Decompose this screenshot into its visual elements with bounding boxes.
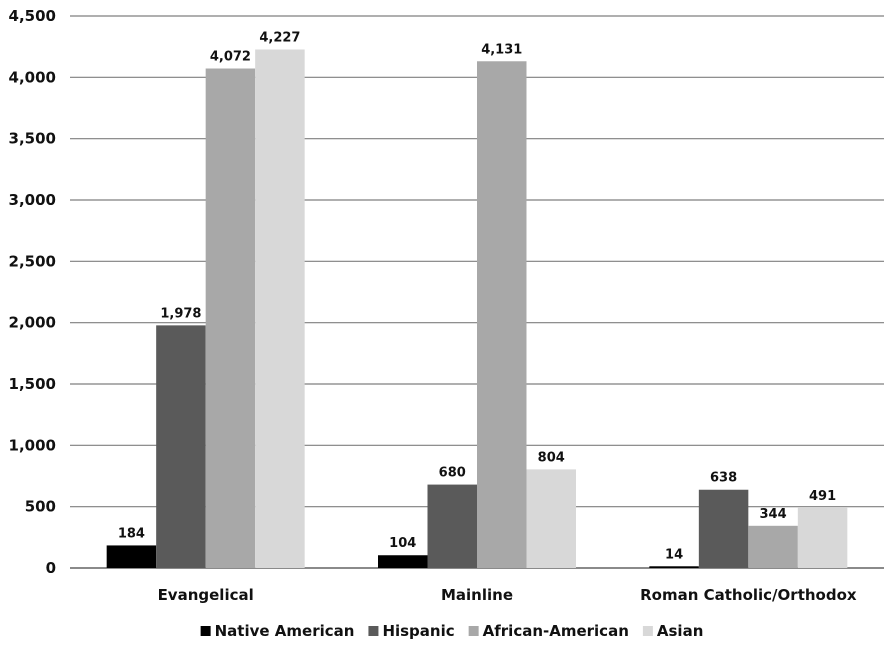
data-label: 638 [710,471,737,486]
legend-item-native-american: Native American [200,622,355,640]
y-tick-label: 2,000 [9,314,56,332]
legend-item-hispanic: Hispanic [368,622,455,640]
y-tick-label: 0 [46,559,56,577]
bar-native-american-roman-catholic-orthodox [649,566,699,568]
legend-swatch [200,626,211,636]
data-label: 1,978 [160,306,201,321]
data-label: 14 [665,547,683,562]
legend-item-african-american: African-American [468,622,629,640]
data-label: 4,072 [210,50,251,65]
data-label: 804 [538,450,565,465]
bar-asian-roman-catholic-orthodox [797,507,848,568]
x-axis: Evangelical Mainline Roman Catholic/Orthod… [158,586,857,604]
bar-native-american-mainline [378,555,428,568]
legend-item-asian: Asian [642,622,703,640]
x-tick-label: Mainline [441,586,513,604]
legend: Native American Hispanic African-American A… [200,622,703,640]
y-tick-label: 2,500 [9,252,56,270]
bar-asian-mainline [526,469,576,568]
legend-label: Asian [657,622,703,640]
data-label: 4,131 [481,42,522,57]
data-label: 680 [439,466,466,481]
bar-african-american-roman-catholic-orthodox [748,525,798,568]
x-tick-label: Roman Catholic/Orthodox [640,586,857,604]
data-labels: 184 1,978 4,072 4,227 104 680 4,131 804 14 638 344… [118,30,836,562]
bars [106,49,848,569]
bar-african-american-evangelical [205,68,256,568]
y-tick-label: 4,000 [9,68,56,86]
data-label: 4,227 [259,30,300,45]
y-tick-label: 3,500 [9,130,56,148]
bar-hispanic-roman-catholic-orthodox [698,489,749,568]
legend-label: Native American [215,622,355,640]
legend-swatch [468,626,479,636]
legend-swatch [642,626,653,636]
y-tick-label: 3,000 [9,191,56,209]
y-tick-label: 4,500 [9,7,56,25]
y-tick-label: 1,000 [9,436,56,454]
x-tick-label: Evangelical [158,586,254,604]
legend-label: Hispanic [382,622,454,640]
y-tick-label: 500 [25,498,56,516]
bar-african-american-mainline [477,61,527,568]
bar-hispanic-evangelical [156,325,206,568]
legend-swatch [368,626,379,636]
bar-hispanic-mainline [427,484,477,568]
data-label: 344 [760,507,787,522]
legend-label: African-American [483,622,629,640]
bar-asian-evangelical [255,49,305,569]
bar-native-american-evangelical [106,545,157,568]
y-tick-label: 1,500 [9,375,56,393]
data-label: 491 [809,489,836,504]
data-label: 184 [118,526,145,541]
data-label: 104 [389,536,416,551]
